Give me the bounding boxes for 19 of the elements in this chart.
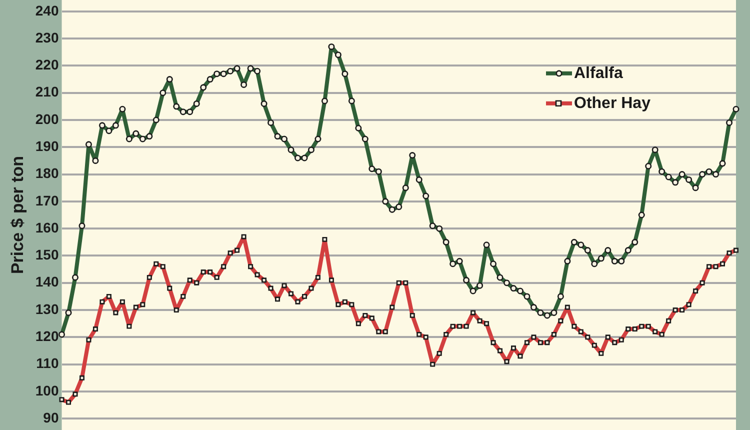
- y-tick-label: 200: [35, 110, 59, 127]
- y-tick-label: 120: [35, 328, 59, 344]
- y-tick-label: 90: [43, 409, 59, 426]
- y-tick-label: 160: [35, 219, 59, 236]
- y-tick-label: 190: [35, 138, 59, 154]
- legend-label: Other Hay: [574, 94, 651, 112]
- y-tick-label: 180: [35, 165, 59, 182]
- y-tick-label: 230: [35, 29, 59, 46]
- legend-label: Alfalfa: [574, 64, 623, 82]
- y-tick-label: 100: [35, 382, 59, 398]
- y-tick-label: 130: [35, 300, 59, 317]
- y-tick-label: 140: [35, 274, 59, 290]
- y-tick-label: 170: [35, 192, 59, 208]
- y-axis-title: Price $ per ton: [8, 156, 27, 274]
- y-tick-label: 220: [35, 56, 59, 73]
- y-tick-label: 240: [35, 2, 59, 18]
- y-tick-label: 150: [35, 246, 59, 263]
- y-tick-label: 210: [35, 84, 59, 100]
- y-tick-label: 110: [36, 355, 59, 372]
